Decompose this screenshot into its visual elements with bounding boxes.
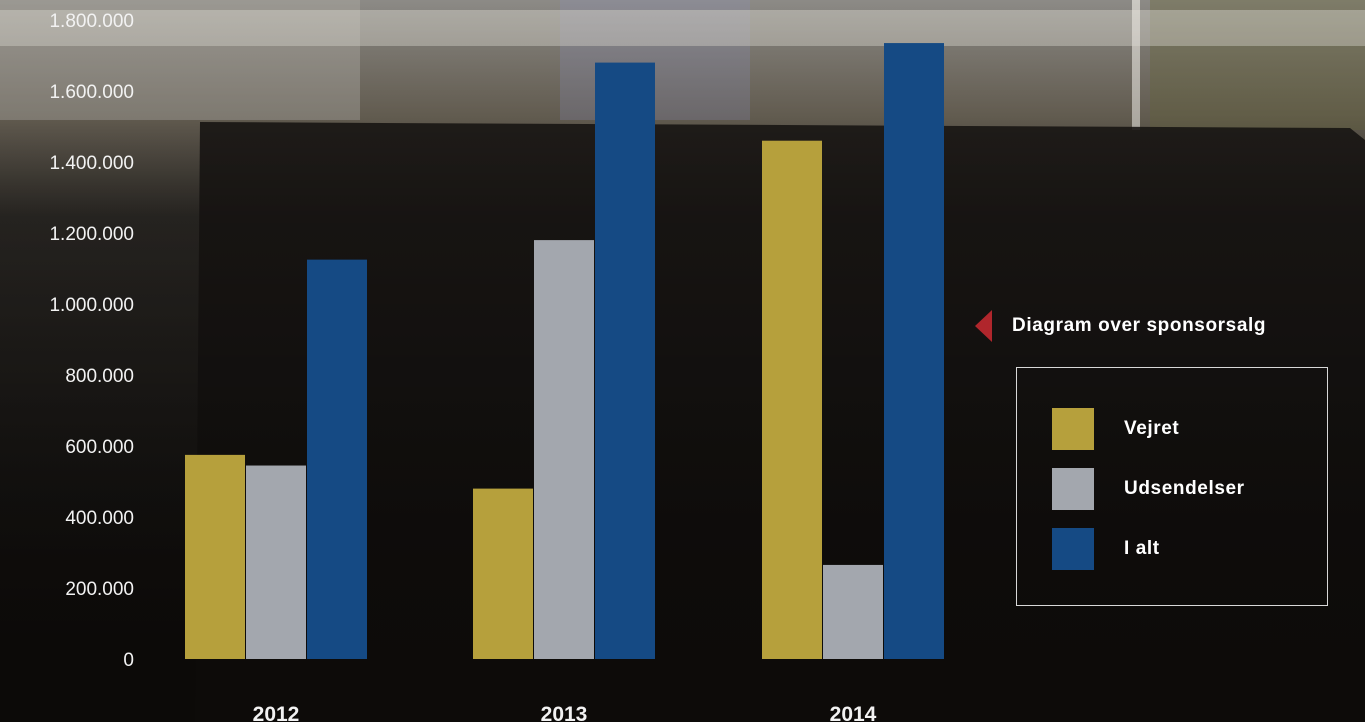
left-arrow-icon — [975, 310, 992, 342]
legend-swatch-udsendelser — [1052, 468, 1094, 510]
y-axis-tick-labels: 0 200.000 400.000 600.000 800.000 1.000.000 1.… — [49, 11, 134, 671]
bar-vejret-2012 — [185, 454, 245, 659]
y-tick-label: 400.000 — [65, 508, 134, 529]
bar-udsendelser-2012 — [246, 465, 306, 659]
legend-label-vejret: Vejret — [1124, 418, 1180, 439]
bar-vejret-2014 — [762, 140, 822, 659]
y-tick-label: 1.800.000 — [49, 11, 134, 32]
chart-caption: Diagram over sponsorsalg — [975, 310, 1266, 342]
x-category-label: 2013 — [541, 703, 588, 722]
legend-swatch-i-alt — [1052, 528, 1094, 570]
chart-caption-text: Diagram over sponsorsalg — [1012, 315, 1267, 336]
y-tick-label: 1.200.000 — [49, 224, 134, 245]
bar-vejret-2013 — [473, 488, 533, 659]
bar-udsendelser-2014 — [823, 564, 883, 659]
x-category-label: 2012 — [253, 703, 300, 722]
bar-i-alt-2013 — [595, 62, 655, 660]
legend-item-i-alt: I alt — [1052, 528, 1160, 570]
chart-legend: Vejret Udsendelser I alt — [1016, 367, 1328, 606]
y-tick-label: 0 — [123, 650, 134, 671]
bar-i-alt-2012 — [307, 259, 367, 659]
x-axis-category-labels: 2012 2013 2014 — [253, 703, 877, 722]
legend-swatch-vejret — [1052, 408, 1094, 450]
y-tick-label: 1.000.000 — [49, 295, 134, 316]
y-tick-label: 800.000 — [65, 366, 134, 387]
legend-item-udsendelser: Udsendelser — [1052, 468, 1245, 510]
legend-label-i-alt: I alt — [1124, 538, 1160, 559]
y-tick-label: 1.400.000 — [49, 153, 134, 174]
y-tick-label: 1.600.000 — [49, 82, 134, 103]
y-tick-label: 200.000 — [65, 579, 134, 600]
bar-series-group — [185, 43, 944, 660]
legend-item-vejret: Vejret — [1052, 408, 1179, 450]
legend-label-udsendelser: Udsendelser — [1124, 478, 1245, 499]
bar-udsendelser-2013 — [534, 240, 594, 659]
y-tick-label: 600.000 — [65, 437, 134, 458]
bar-i-alt-2014 — [884, 43, 944, 659]
x-category-label: 2014 — [830, 703, 877, 722]
